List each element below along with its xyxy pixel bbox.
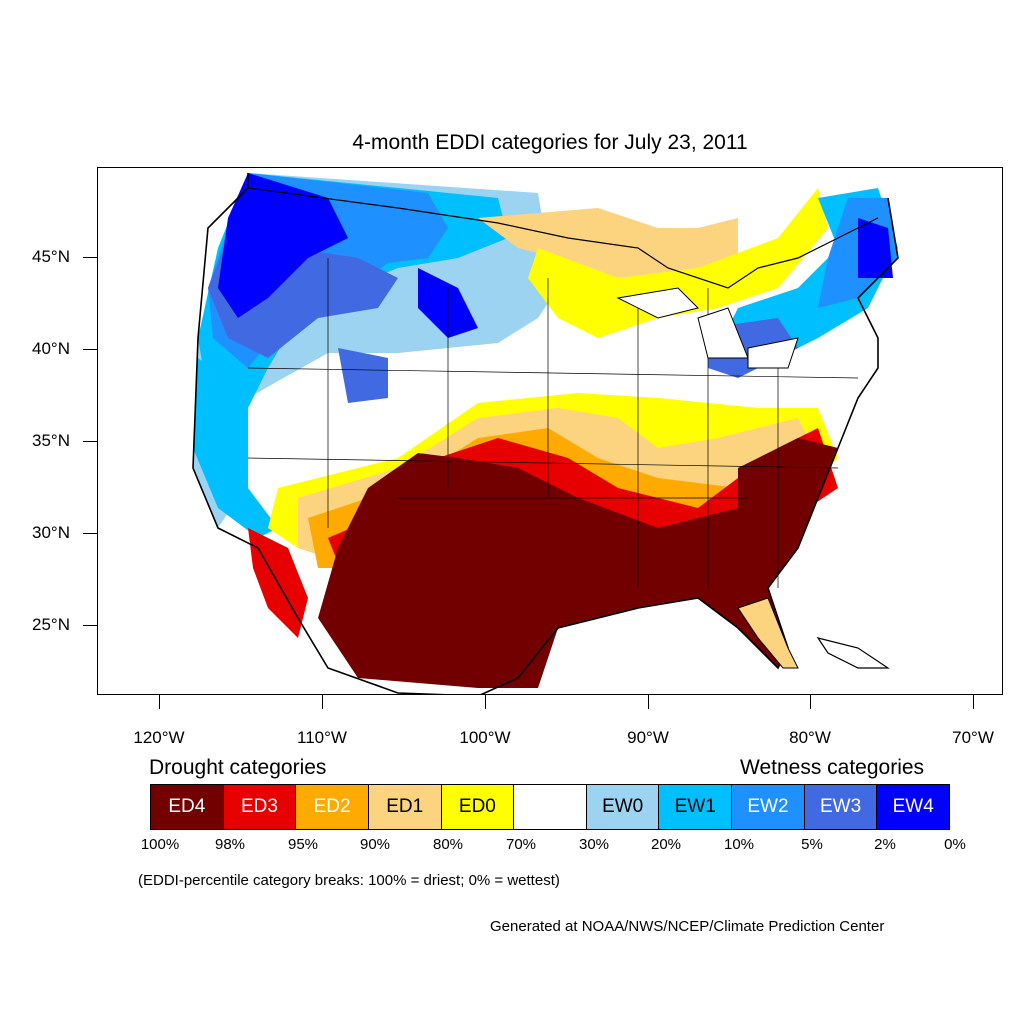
us-outline <box>192 173 899 694</box>
region-ed1-north <box>478 208 738 288</box>
lon-tick-110 <box>322 695 323 709</box>
region-ed4-southern <box>318 453 818 688</box>
legend-break-label: 80% <box>432 836 464 853</box>
legend-swatch: ED0 <box>441 785 515 829</box>
category-note: (EDDI-percentile category breaks: 100% =… <box>138 872 560 889</box>
map-panel <box>97 167 1003 695</box>
legend-swatch: ED3 <box>223 785 297 829</box>
legend-swatch: EW2 <box>732 785 805 829</box>
drought-heading: Drought categories <box>149 756 327 779</box>
lat-tick-35 <box>83 441 97 442</box>
region-ed0-north <box>528 188 828 338</box>
legend-swatch: ED2 <box>296 785 369 829</box>
region-ed4-east <box>738 438 838 518</box>
lon-tick-80 <box>810 695 811 709</box>
lat-label: 40°N <box>32 339 70 358</box>
legend-break-label: 100% <box>140 836 180 853</box>
lon-label: 70°W <box>952 728 994 747</box>
legend-break-label: 20% <box>650 836 682 853</box>
map-title: 4-month EDDI categories for July 23, 201… <box>352 131 748 154</box>
lon-label: 120°W <box>133 728 185 747</box>
region-ew4-northwest <box>218 173 348 318</box>
legend-color-bar: ED4 ED3 ED2 ED1 ED0 EW0 EW1 EW2 EW3 EW4 <box>150 784 950 830</box>
legend-swatch <box>514 785 587 829</box>
lat-tick-30 <box>83 533 97 534</box>
lon-label: 80°W <box>789 728 831 747</box>
legend-swatch: EW1 <box>659 785 733 829</box>
legend-break-label: 2% <box>874 836 896 853</box>
legend-break-label: 70% <box>505 836 537 853</box>
great-lakes <box>616 287 799 369</box>
lon-tick-70 <box>973 695 974 709</box>
border-canada <box>247 187 879 289</box>
legend-swatch: ED1 <box>368 785 442 829</box>
legend-break-label: 98% <box>214 836 246 853</box>
legend-break-label: 90% <box>359 836 391 853</box>
lat-tick-45 <box>83 257 97 258</box>
lon-tick-90 <box>648 695 649 709</box>
legend-swatch: ED4 <box>151 785 224 829</box>
lat-label: 45°N <box>32 247 70 266</box>
legend-break-label: 5% <box>801 836 823 853</box>
legend-swatch: EW3 <box>804 785 878 829</box>
lon-tick-120 <box>159 695 160 709</box>
lat-label: 30°N <box>32 523 70 542</box>
credit-line: Generated at NOAA/NWS/NCEP/Climate Predi… <box>490 918 885 935</box>
legend-break-label: 10% <box>723 836 755 853</box>
lat-tick-25 <box>83 625 97 626</box>
legend-swatch: EW4 <box>877 785 950 829</box>
lat-label: 35°N <box>32 431 70 450</box>
legend-break-label: 95% <box>287 836 319 853</box>
lon-label: 110°W <box>297 728 347 747</box>
region-ew4-northeast <box>858 218 893 278</box>
legend-break-label: 0% <box>944 836 966 853</box>
cuba-islands <box>816 637 890 669</box>
lon-label: 100°W <box>459 728 511 747</box>
region-ew1-california <box>193 358 278 538</box>
region-ew3-wyoming <box>338 348 388 403</box>
lon-label: 90°W <box>627 728 669 747</box>
eddi-map <box>192 173 899 694</box>
lat-label: 25°N <box>32 615 70 634</box>
legend-break-label: 30% <box>578 836 610 853</box>
lon-tick-100 <box>485 695 486 709</box>
state-lines <box>247 258 859 588</box>
wetness-heading: Wetness categories <box>740 756 925 779</box>
florida <box>737 597 799 669</box>
lat-tick-40 <box>83 349 97 350</box>
legend-swatch: EW0 <box>586 785 660 829</box>
